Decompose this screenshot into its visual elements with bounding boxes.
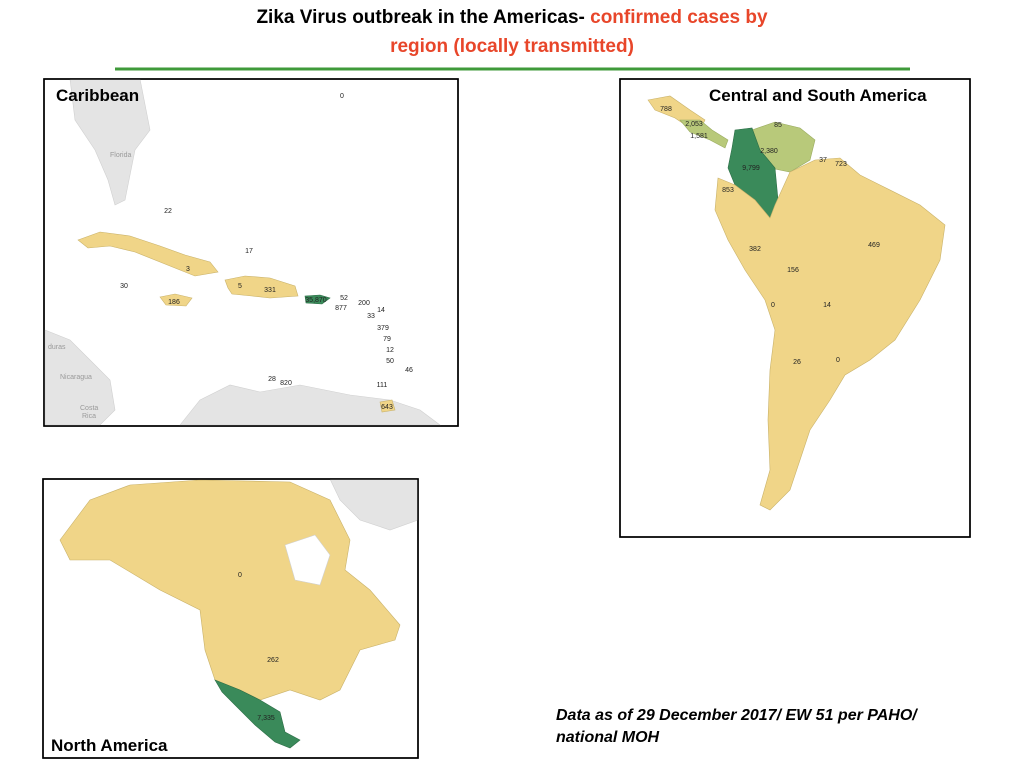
case-count: 2,053 xyxy=(685,121,703,128)
case-count: 379 xyxy=(377,325,389,332)
case-count: 788 xyxy=(660,106,672,113)
case-count: 50 xyxy=(386,358,394,365)
case-count: 14 xyxy=(377,307,385,314)
case-count: 33 xyxy=(367,313,375,320)
case-count: 79 xyxy=(383,336,391,343)
case-count: 331 xyxy=(264,287,276,294)
case-count: 2,380 xyxy=(760,148,778,155)
case-count: 200 xyxy=(358,300,370,307)
case-count: 1,581 xyxy=(690,133,708,140)
title-red: confirmed cases by xyxy=(590,7,768,28)
place-name: duras xyxy=(48,344,66,351)
case-count: 186 xyxy=(168,299,180,306)
place-name: Florida xyxy=(110,152,132,159)
case-count: 0 xyxy=(238,572,242,579)
case-count: 9,799 xyxy=(742,165,760,172)
place-name: Costa xyxy=(80,405,98,412)
title-line1: Zika Virus outbreak in the Americas- con… xyxy=(256,7,768,28)
case-count: 7,335 xyxy=(257,715,275,722)
panel-title: Caribbean xyxy=(56,86,139,105)
case-count: 22 xyxy=(164,208,172,215)
footnote: national MOH xyxy=(556,729,660,746)
case-count: 643 xyxy=(381,404,393,411)
case-count: 0 xyxy=(340,93,344,100)
case-count: 723 xyxy=(835,161,847,168)
case-count: 5 xyxy=(238,283,242,290)
place-name: Nicaragua xyxy=(60,374,92,381)
case-count: 262 xyxy=(267,657,279,664)
case-count: 12 xyxy=(386,347,394,354)
case-count: 30 xyxy=(120,283,128,290)
case-count: 156 xyxy=(787,267,799,274)
case-count: 17 xyxy=(245,248,253,255)
north-america-map xyxy=(43,479,418,758)
case-count: 85 xyxy=(774,122,782,129)
south-america-map xyxy=(620,79,970,537)
title-black: Zika Virus outbreak in the Americas- xyxy=(256,7,584,28)
case-count: 877 xyxy=(335,305,347,312)
case-count: 111 xyxy=(377,382,388,389)
case-count: 3 xyxy=(186,266,190,273)
case-count: 14 xyxy=(823,302,831,309)
case-count: 820 xyxy=(280,380,292,387)
case-count: 35,870 xyxy=(305,297,327,304)
case-count: 37 xyxy=(819,157,827,164)
case-count: 26 xyxy=(793,359,801,366)
case-count: 46 xyxy=(405,367,413,374)
case-count: 0 xyxy=(771,302,775,309)
panel-title: North America xyxy=(51,736,168,755)
case-count: 853 xyxy=(722,187,734,194)
case-count: 52 xyxy=(340,295,348,302)
panel-title: Central and South America xyxy=(709,86,927,105)
place-name: Rica xyxy=(82,413,96,420)
case-count: 469 xyxy=(868,242,880,249)
case-count: 28 xyxy=(268,376,276,383)
case-count: 382 xyxy=(749,246,761,253)
footnote: Data as of 29 December 2017/ EW 51 per P… xyxy=(556,707,918,724)
case-count: 0 xyxy=(836,357,840,364)
title-line2: region (locally transmitted) xyxy=(390,36,634,57)
